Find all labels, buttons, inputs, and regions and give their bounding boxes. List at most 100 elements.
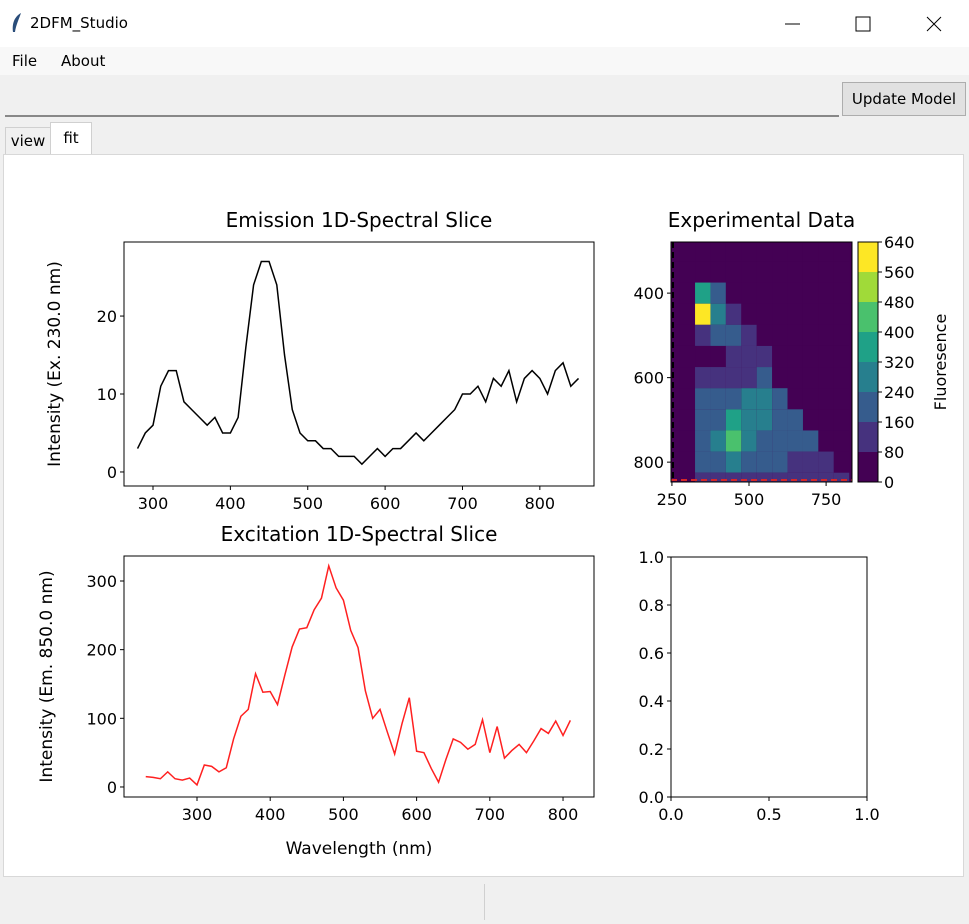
heatmap-cell [741,324,757,346]
heatmap-cell [679,282,696,304]
heatmap-cell [772,451,788,473]
heatmap-cell [833,282,850,304]
heatmap-cell [818,282,834,304]
heatmap-cell [772,345,788,368]
heatmap-cell [772,472,788,482]
colorbar-segment [858,242,878,272]
heatmap-cell [756,261,773,283]
heatmap-cell [741,282,757,304]
axes-title: Emission 1D-Spectral Slice [226,208,493,232]
menu-item[interactable]: About [61,52,106,70]
heatmap-cell [695,261,711,283]
tab[interactable]: fit [50,122,92,155]
heatmap-cell [818,388,834,410]
heatmap-cell [679,451,696,473]
y-tick-label: 1.0 [639,548,664,567]
heatmap-cell [818,472,834,482]
heatmap-cell [741,261,757,283]
heatmap-cell [802,282,819,304]
heatmap-cell [725,303,742,325]
heatmap-cell [710,388,726,410]
data-line [145,563,572,787]
heatmap-cell [671,242,680,262]
heatmap-cell [756,451,773,473]
window-controls[interactable] [780,12,960,36]
y-tick-label: 0.4 [639,692,664,711]
heatmap-cell [679,472,696,482]
heatmap-cell [695,472,711,482]
y-tick-label: 800 [633,453,664,472]
heatmap-cell [695,451,711,473]
colorbar-tick-label: 480 [884,293,915,312]
text-entry[interactable] [5,82,839,117]
heatmap-cell [802,430,819,452]
x-tick-label: 300 [138,494,169,513]
colorbar-segment [858,362,878,392]
heatmap-cell [818,303,834,325]
heatmap-cell [772,388,788,410]
heatmap-cell [725,451,742,473]
heatmap-cell [725,261,742,283]
x-tick-label: 700 [475,805,506,824]
colorbar-segment [858,332,878,362]
x-tick-label: 800 [548,805,579,824]
heatmap-cell [695,324,711,346]
colorbar-tick-label: 240 [884,383,915,402]
heatmap-cell [772,367,788,389]
heatmap-cell [679,242,696,262]
update-button[interactable]: Update Model [842,82,966,116]
heatmap-cell [833,451,850,473]
heatmap-cell [671,430,680,452]
colorbar-tick-label: 320 [884,353,915,372]
heatmap-cell [833,242,850,262]
heatmap-cell [772,242,788,262]
heatmap-cell [787,430,803,452]
heatmap-cell [710,367,726,389]
heatmap-cell [818,451,834,473]
y-tick-label: 600 [633,369,664,388]
heatmap-cell [833,430,850,452]
heatmap-cell [833,324,850,346]
heatmap-cell [802,261,819,283]
heatmap-cell [679,303,696,325]
heatmap-cell [679,430,696,452]
heatmap-cell [818,345,834,368]
heatmap-cell [741,451,757,473]
heatmap-cell [725,324,742,346]
heatmap-cell [818,409,834,431]
colorbar-segment [858,392,878,422]
heatmap-cell [671,324,680,346]
heatmap-cell [671,261,680,283]
heatmap-cell [695,282,711,304]
heatmap-cell [725,430,742,452]
status-separator [484,884,485,920]
colorbar-segment [858,422,878,452]
heatmap-cell [710,345,726,368]
heatmap-cell [787,388,803,410]
y-axis-label: Intensity (Ex. 230.0 nm) [45,261,65,467]
menu-item[interactable]: File [12,52,38,70]
heatmap-cell [710,409,726,431]
heatmap-cell [695,430,711,452]
y-tick-label: 0 [107,463,117,482]
heatmap-cell [741,303,757,325]
colorbar-tick-label: 160 [884,413,915,432]
tab[interactable]: view [5,127,51,155]
data-line [136,260,580,466]
heatmap-cell [741,242,757,262]
x-tick-label: 600 [370,494,401,513]
y-tick-label: 0.6 [639,644,664,663]
colorbar-segment [858,302,878,332]
heatmap-cell [671,409,680,431]
heatmap-cell [756,472,773,482]
x-tick-label: 0.5 [756,805,781,824]
heatmap-cell [818,242,834,262]
y-tick-label: 10 [97,385,117,404]
y-tick-label: 0.0 [639,788,664,807]
heatmap-cell [679,388,696,410]
heatmap-cell [710,472,726,482]
y-tick-label: 0.2 [639,740,664,759]
y-axis-label: Intensity (Em. 850.0 nm) [37,570,57,782]
x-tick-label: 800 [525,494,556,513]
